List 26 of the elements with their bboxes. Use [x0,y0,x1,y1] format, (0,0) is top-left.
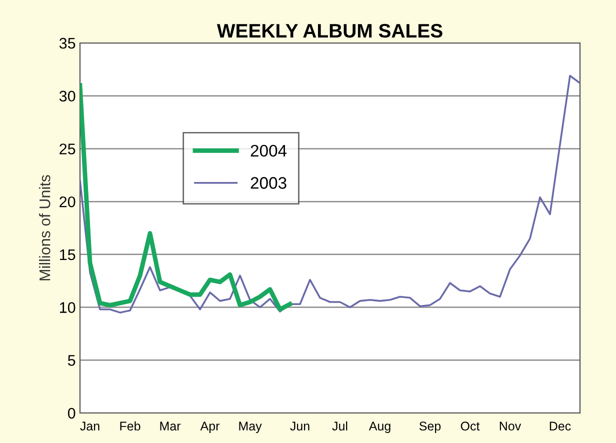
x-tick-label: Nov [500,422,522,431]
y-tick-label: 20 [60,196,76,208]
legend-label: 2003 [250,177,286,189]
legend-label: 2004 [250,144,287,157]
y-tick-label: 35 [59,38,76,49]
x-tick-label: Dec [550,422,571,431]
x-tick-label: Mar [160,422,181,431]
y-tick-label: 25 [60,144,76,154]
x-tick-label: Oct [460,422,480,431]
x-tick-label: Aug [368,422,390,433]
x-tick-label: Sep [419,422,441,433]
x-tick-label: Feb [120,421,140,431]
x-tick-label: Jul [332,421,348,431]
y-tick-label: 10 [60,302,76,313]
x-tick-label: May [239,422,262,433]
x-tick-label: Jun [290,422,310,431]
y-axis-title: Millions of Units [39,175,50,280]
y-tick-label: 5 [68,355,76,366]
x-tick-label: Apr [200,422,220,433]
y-tick-label: 30 [59,90,76,102]
chart-title: WEEKLY ALBUM SALES [216,24,442,38]
x-tick-label: Jan [80,422,100,431]
line-series [80,83,292,312]
y-tick-label: 15 [60,249,76,260]
y-tick-label: 0 [68,408,76,419]
line-series [80,74,580,314]
